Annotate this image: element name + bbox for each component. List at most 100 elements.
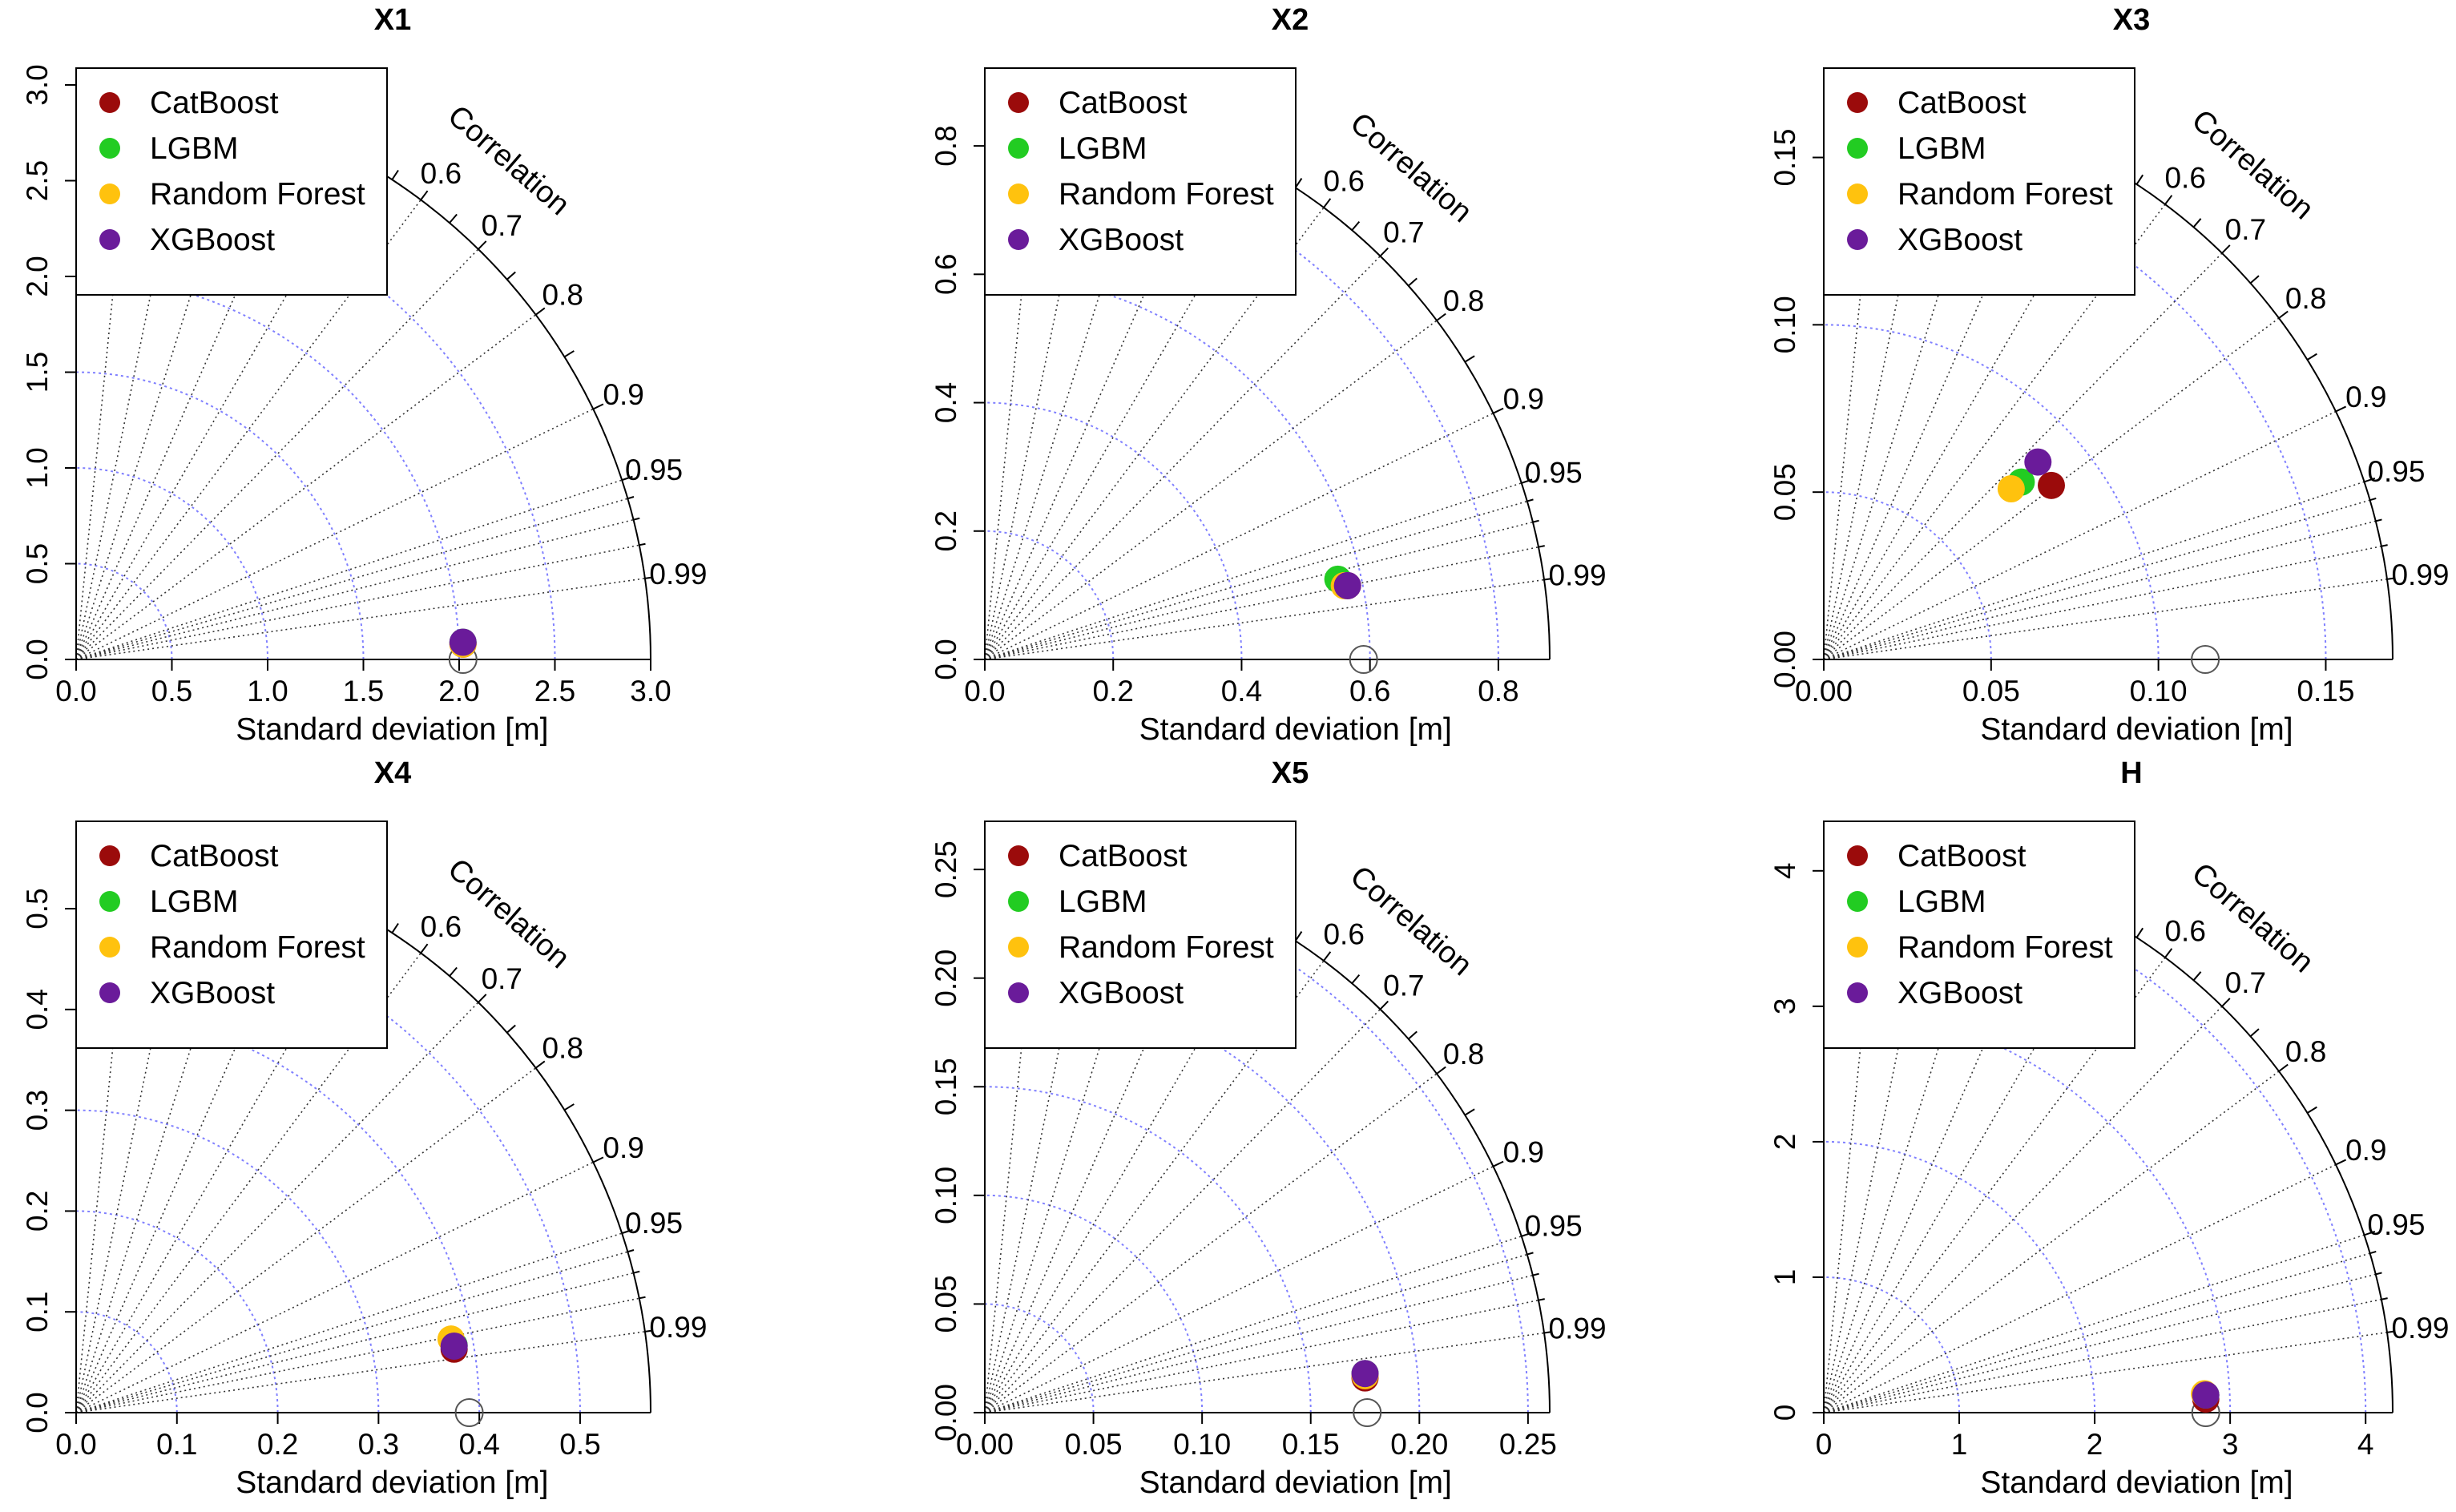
x-axis-label: Standard deviation [m] — [1980, 1466, 2293, 1500]
y-tick-label: 0.20 — [930, 950, 962, 1007]
correlation-tick — [2164, 948, 2173, 958]
legend-marker — [1847, 845, 1868, 866]
legend-marker — [1847, 982, 1868, 1003]
taylor-panel-x4: X450.60.70.80.90.950.99Correlation0.00.1… — [21, 756, 707, 1500]
correlation-tick — [506, 1024, 516, 1034]
legend-box — [1823, 67, 2135, 296]
correlation-tick — [563, 1103, 575, 1111]
x-tick-label: 2.0 — [438, 675, 479, 708]
taylor-panel-x5: X550.60.70.80.90.950.99Correlation0.000.… — [930, 756, 1607, 1500]
correlation-tick — [1526, 1252, 1534, 1256]
correlation-ray — [1823, 481, 2365, 660]
legend-marker — [1847, 138, 1868, 159]
legend-marker — [1008, 92, 1029, 113]
correlation-tick — [1436, 312, 1446, 321]
sd-arc — [75, 371, 365, 660]
legend-label: Random Forest — [150, 930, 365, 965]
x-tick-label: 0.00 — [1795, 675, 1853, 708]
correlation-tick-label: 0.6 — [1323, 917, 1364, 950]
legend-marker — [1847, 183, 1868, 204]
correlation-ray — [75, 314, 537, 660]
x-tick-label: 0.05 — [1962, 675, 2020, 708]
correlation-ray — [984, 1236, 1522, 1413]
sd-arc — [1823, 1140, 2096, 1413]
x-tick-label: 0.00 — [956, 1428, 1014, 1461]
correlation-tick — [2306, 353, 2317, 361]
legend-label: Random Forest — [1897, 930, 2113, 965]
y-tick-label: 0.0 — [930, 639, 962, 679]
point-xgboost — [440, 1332, 468, 1360]
y-tick-label: 0.15 — [930, 1058, 962, 1115]
correlation-tick — [2335, 1159, 2347, 1166]
legend-marker — [1847, 891, 1868, 912]
correlation-ray — [984, 500, 1528, 660]
correlation-ray — [75, 1161, 594, 1413]
correlation-tick — [1323, 198, 1332, 208]
legend-box — [984, 821, 1297, 1049]
correlation-tick-label: 0.6 — [1323, 164, 1364, 197]
correlation-ray — [75, 1251, 628, 1413]
panel-title: X1 — [374, 3, 411, 37]
legend-label: Random Forest — [1897, 177, 2113, 212]
correlation-ray — [1823, 204, 2166, 660]
correlation-ray — [984, 320, 1438, 660]
sd-arc — [984, 1086, 1312, 1413]
correlation-tick-label: 0.6 — [2164, 161, 2205, 194]
correlation-ray — [984, 1165, 1494, 1413]
correlation-ray — [1823, 869, 1995, 1413]
correlation-ray — [1823, 520, 2376, 660]
legend-label: CatBoost — [1059, 839, 1188, 873]
y-tick-label: 0.2 — [21, 1191, 54, 1232]
y-tick-label: 1.5 — [21, 352, 54, 393]
correlation-tick-label: 0.7 — [482, 209, 522, 242]
legend-label: CatBoost — [1059, 86, 1188, 120]
y-tick-label: 4 — [1768, 863, 1801, 880]
correlation-tick-label: 0.8 — [1443, 284, 1484, 317]
correlation-tick — [1294, 930, 1303, 941]
point-xgboost — [1351, 1360, 1379, 1388]
legend-marker — [1847, 92, 1868, 113]
panel-title: X4 — [374, 756, 411, 790]
taylor-panel-x2: X250.60.70.80.90.950.99Correlation0.00.2… — [930, 3, 1607, 747]
correlation-tick — [1538, 545, 1545, 548]
taylor-panel-x3: X350.60.70.80.90.950.99Correlation0.000.… — [1768, 3, 2449, 747]
legend-label: XGBoost — [1897, 223, 2022, 257]
correlation-tick — [391, 922, 399, 933]
correlation-ray — [1823, 252, 2223, 660]
correlation-tick-label: 0.6 — [421, 157, 462, 190]
correlation-tick-label: 0.8 — [542, 1032, 583, 1065]
legend-marker — [99, 982, 120, 1003]
legend-marker — [99, 92, 120, 113]
correlation-ray — [75, 498, 628, 660]
legend-marker — [1008, 845, 1029, 866]
legend-box — [75, 67, 388, 296]
correlation-ray — [1823, 166, 2109, 660]
legend-label: XGBoost — [1059, 223, 1184, 257]
sd-arc — [75, 179, 556, 660]
correlation-tick — [627, 1249, 635, 1253]
correlation-ray — [1823, 1332, 2388, 1413]
correlation-tick — [1408, 277, 1418, 287]
correlation-tick — [2192, 218, 2202, 228]
x-tick-label: 2 — [2087, 1428, 2103, 1461]
correlation-tick — [2278, 310, 2289, 319]
y-tick-label: 3.0 — [21, 64, 54, 105]
correlation-tick — [621, 475, 633, 482]
correlation-ray — [984, 482, 1522, 660]
correlation-tick-label: 0.9 — [603, 378, 643, 411]
x-tick-label: 1.5 — [343, 675, 384, 708]
correlation-tick-label: 0.8 — [542, 279, 583, 312]
correlation-tick — [2375, 1272, 2382, 1276]
sd-arc — [75, 562, 173, 660]
sd-arc — [984, 869, 1529, 1413]
y-tick-label: 0 — [1768, 1405, 1801, 1421]
correlation-ray — [1823, 137, 2052, 660]
correlation-ray — [984, 579, 1545, 660]
x-tick-label: 0.4 — [458, 1428, 499, 1461]
sd-arc — [984, 1303, 1095, 1413]
correlation-ray — [1823, 410, 2337, 660]
correlation-tick-label: 0.95 — [1525, 457, 1583, 490]
correlation-tick-label: 0.95 — [1525, 1210, 1583, 1243]
correlation-tick — [2381, 544, 2388, 547]
x-tick-label: 1.0 — [247, 675, 288, 708]
